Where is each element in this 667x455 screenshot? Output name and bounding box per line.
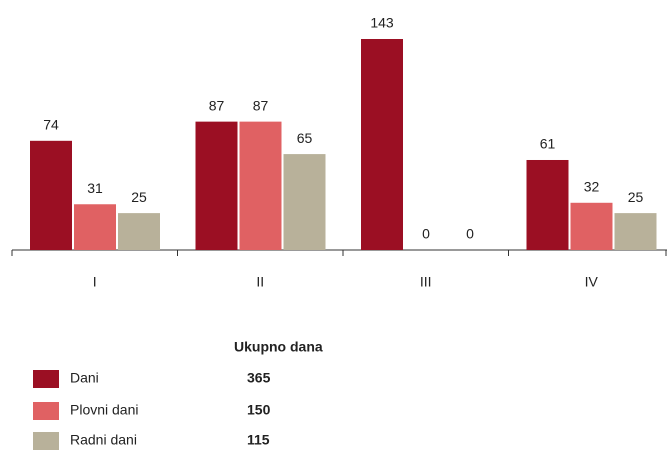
data-label: 143 <box>370 15 394 31</box>
bar <box>283 154 326 250</box>
data-label: 65 <box>297 130 313 146</box>
legend-swatch <box>33 370 59 388</box>
data-label: 25 <box>131 189 147 205</box>
x-tick-label: II <box>256 274 264 290</box>
legend-label: Dani <box>70 370 99 386</box>
data-label: 87 <box>253 97 269 113</box>
bar <box>526 159 569 250</box>
bar <box>195 121 238 251</box>
legend-swatch <box>33 432 59 450</box>
data-label: 61 <box>540 136 556 152</box>
bar <box>361 39 403 250</box>
data-label: 0 <box>422 226 430 242</box>
data-label: 32 <box>584 178 600 194</box>
legend-title: Ukupno dana <box>234 339 323 355</box>
bar <box>570 202 613 250</box>
bar <box>74 204 116 250</box>
x-tick-label: III <box>420 274 432 290</box>
legend-label: Plovni dani <box>70 402 139 418</box>
legend-total: 150 <box>247 402 271 418</box>
legend-total: 115 <box>247 432 270 448</box>
legend-total: 365 <box>247 370 271 386</box>
bar <box>614 213 657 250</box>
x-tick-label: I <box>93 274 97 290</box>
bar <box>239 121 282 251</box>
data-label: 87 <box>209 97 225 113</box>
x-tick-label: IV <box>585 274 599 290</box>
bar <box>118 213 160 250</box>
data-label: 31 <box>87 180 103 196</box>
bar <box>30 140 72 250</box>
data-label: 25 <box>628 189 644 205</box>
legend-label: Radni dani <box>70 432 137 448</box>
legend-swatch <box>33 402 59 420</box>
data-label: 74 <box>43 117 59 133</box>
data-label: 0 <box>466 226 474 242</box>
